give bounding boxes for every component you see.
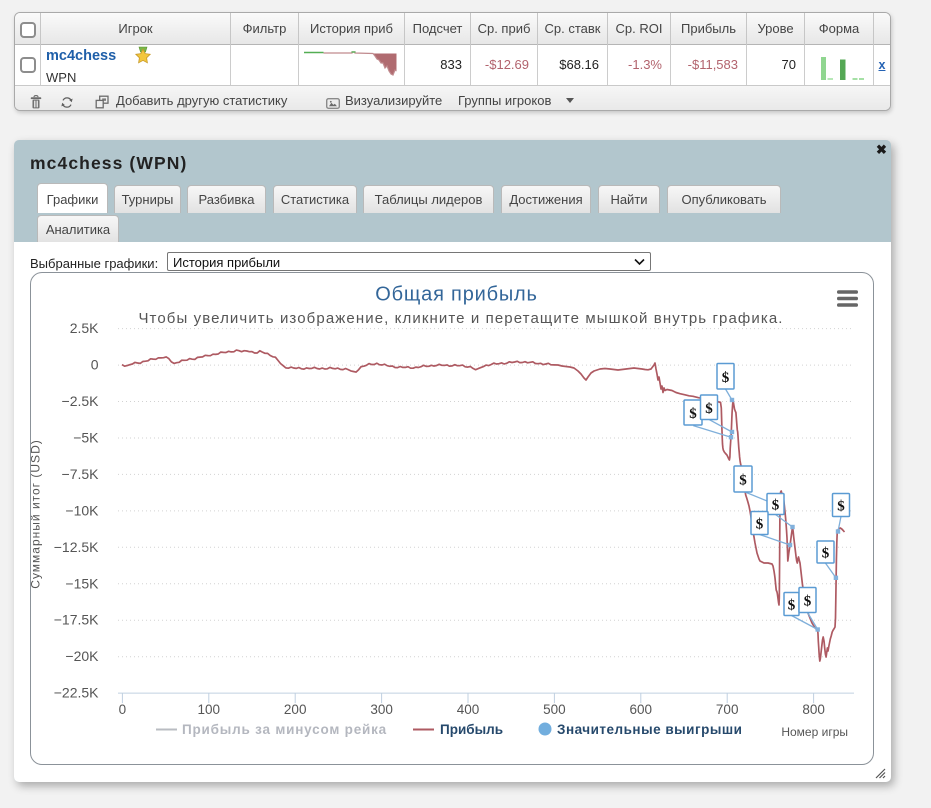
svg-text:−17.5K: −17.5K	[54, 612, 99, 628]
svg-text:−7.5K: −7.5K	[62, 466, 100, 482]
svg-text:100: 100	[198, 702, 221, 717]
svg-text:−10K: −10K	[65, 502, 99, 518]
svg-text:$: $	[739, 473, 747, 489]
svg-text:Суммарный итог (USD): Суммарный итог (USD)	[31, 439, 43, 588]
svg-text:−20K: −20K	[65, 648, 99, 664]
svg-text:Общая прибыль: Общая прибыль	[375, 284, 537, 306]
svg-text:$: $	[705, 401, 713, 417]
svg-text:−5K: −5K	[73, 430, 99, 446]
svg-text:Прибыль за минусом рейка: Прибыль за минусом рейка	[182, 722, 387, 737]
svg-text:$: $	[772, 498, 780, 514]
svg-text:−15K: −15K	[65, 575, 99, 591]
svg-text:Чтобы увеличить изображение, к: Чтобы увеличить изображение, кликните и …	[138, 310, 783, 327]
svg-text:Номер игры: Номер игры	[781, 725, 848, 739]
svg-text:−2.5K: −2.5K	[62, 393, 100, 409]
svg-text:$: $	[722, 370, 730, 386]
svg-text:700: 700	[716, 702, 739, 717]
svg-text:200: 200	[284, 702, 307, 717]
svg-text:$: $	[756, 517, 764, 533]
svg-text:Прибыль: Прибыль	[440, 722, 503, 737]
svg-text:$: $	[822, 546, 830, 562]
svg-text:2.5K: 2.5K	[70, 320, 99, 336]
svg-text:−22.5K: −22.5K	[54, 685, 99, 701]
svg-text:Значительные выигрыши: Значительные выигрыши	[557, 722, 742, 737]
svg-text:0: 0	[119, 702, 127, 717]
svg-text:400: 400	[457, 702, 480, 717]
svg-text:600: 600	[630, 702, 653, 717]
svg-text:300: 300	[370, 702, 393, 717]
svg-text:0: 0	[91, 357, 99, 373]
svg-text:$: $	[804, 594, 812, 610]
svg-text:−12.5K: −12.5K	[54, 539, 99, 555]
svg-text:500: 500	[543, 702, 566, 717]
svg-text:800: 800	[802, 702, 825, 717]
svg-text:$: $	[837, 499, 845, 515]
svg-text:$: $	[788, 598, 796, 614]
svg-text:$: $	[689, 406, 697, 422]
